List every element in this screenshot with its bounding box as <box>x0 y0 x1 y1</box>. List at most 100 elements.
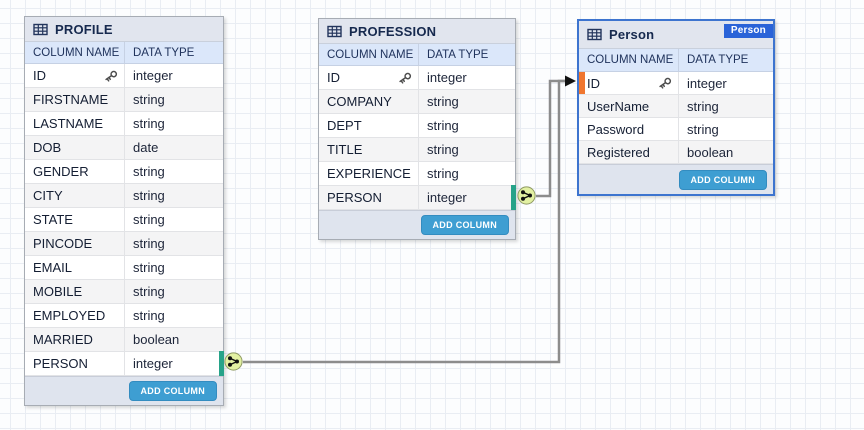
add-column-button[interactable]: ADD COLUMN <box>678 169 767 190</box>
table-row[interactable]: MARRIED boolean <box>25 328 223 352</box>
table-row[interactable]: UserName string <box>579 95 773 118</box>
data-type-cell: string <box>133 188 165 203</box>
table-header-profession[interactable]: PROFESSION <box>319 19 515 44</box>
data-type-header: DATA TYPE <box>427 48 489 61</box>
column-name: ID <box>587 75 600 91</box>
column-name: DEPT <box>327 118 362 133</box>
column-name-cell: EMPLOYED <box>25 304 125 327</box>
data-type-cell: string <box>133 164 165 179</box>
table-row[interactable]: ID integer <box>579 72 773 95</box>
table-row[interactable]: STATE string <box>25 208 223 232</box>
column-name: EXPERIENCE <box>327 166 411 181</box>
table-row[interactable]: Password string <box>579 118 773 141</box>
table-row[interactable]: DOB date <box>25 136 223 160</box>
add-column-button[interactable]: ADD COLUMN <box>420 215 509 235</box>
column-name-cell: CITY <box>25 184 125 207</box>
table-card-profile[interactable]: PROFILE COLUMN NAME DATA TYPE ID integer F… <box>24 16 224 406</box>
data-type-cell: boolean <box>687 144 734 160</box>
data-type-cell: integer <box>133 356 173 371</box>
table-row[interactable]: LASTNAME string <box>25 112 223 136</box>
column-name: DOB <box>33 140 62 155</box>
column-name-cell: Registered <box>579 141 679 163</box>
column-name: CITY <box>33 188 63 203</box>
column-name: COMPANY <box>327 94 392 109</box>
column-name: PERSON <box>33 356 88 371</box>
table-rows: ID integer COMPANY string DEPT string TITLE str… <box>319 66 516 210</box>
table-card-person[interactable]: Person Person COLUMN NAME DATA TYPE ID in… <box>577 19 775 196</box>
data-type-cell: integer <box>427 190 467 205</box>
table-row[interactable]: CITY string <box>25 184 223 208</box>
column-name: STATE <box>33 212 73 227</box>
relationship-line-profession-person <box>536 79 565 198</box>
table-row[interactable]: PERSON integer <box>319 185 516 210</box>
data-type-cell: string <box>133 212 165 227</box>
table-row[interactable]: ID integer <box>25 64 223 88</box>
column-name-header: COLUMN NAME <box>319 44 419 65</box>
data-type-cell: integer <box>687 75 727 91</box>
column-name-header: COLUMN NAME <box>579 49 679 71</box>
table-grid-icon <box>33 23 48 36</box>
column-name-cell: FIRSTNAME <box>25 88 125 111</box>
table-row[interactable]: ID integer <box>319 66 515 90</box>
column-name-cell: LASTNAME <box>25 112 125 135</box>
table-row[interactable]: PINCODE string <box>25 232 223 256</box>
columns-header: COLUMN NAME DATA TYPE <box>579 49 773 72</box>
column-name-cell: PERSON <box>25 352 125 375</box>
table-row[interactable]: EXPERIENCE string <box>319 162 515 186</box>
data-type-cell: boolean <box>133 332 180 347</box>
column-name-cell: ID <box>579 72 679 94</box>
table-header-person[interactable]: Person Person <box>579 21 773 49</box>
column-name-cell: MARRIED <box>25 328 125 351</box>
column-name-cell: STATE <box>25 208 125 231</box>
table-card-profession[interactable]: PROFESSION COLUMN NAME DATA TYPE ID integ… <box>318 18 516 240</box>
table-row[interactable]: EMAIL string <box>25 256 223 280</box>
column-name-cell: TITLE <box>319 138 419 161</box>
table-header-profile[interactable]: PROFILE <box>25 17 223 42</box>
table-row[interactable]: Registered boolean <box>579 141 773 164</box>
primary-key-icon <box>398 72 412 84</box>
relationship-arrowhead <box>565 75 576 87</box>
table-rows: ID integer FIRSTNAME string LASTNAME string DO… <box>25 64 224 376</box>
table-row[interactable]: GENDER string <box>25 160 223 184</box>
table-footer: ADD COLUMN <box>25 376 223 405</box>
relationship-node-icon[interactable] <box>517 186 536 205</box>
column-name-cell: UserName <box>579 95 679 117</box>
add-column-button[interactable]: ADD COLUMN <box>128 381 217 401</box>
data-type-cell: string <box>133 284 165 299</box>
table-row[interactable]: DEPT string <box>319 114 515 138</box>
table-row[interactable]: TITLE string <box>319 138 515 162</box>
column-name: TITLE <box>327 142 363 157</box>
data-type-cell: string <box>133 116 165 131</box>
table-footer: ADD COLUMN <box>319 210 515 239</box>
data-type-cell: integer <box>133 68 173 83</box>
table-row[interactable]: FIRSTNAME string <box>25 88 223 112</box>
data-type-header: DATA TYPE <box>687 54 749 66</box>
column-name: ID <box>327 70 340 85</box>
primary-key-icon <box>658 77 672 89</box>
table-row[interactable]: EMPLOYED string <box>25 304 223 328</box>
columns-header: COLUMN NAME DATA TYPE <box>25 42 223 64</box>
column-name-cell: DEPT <box>319 114 419 137</box>
relationship-source-bar[interactable] <box>219 351 224 376</box>
data-type-cell: string <box>427 118 459 133</box>
column-name: EMAIL <box>33 260 73 275</box>
relationship-node-icon[interactable] <box>224 352 243 371</box>
data-type-cell: string <box>427 94 459 109</box>
primary-key-icon <box>104 70 118 82</box>
column-name: EMPLOYED <box>33 308 106 323</box>
relationship-target-bar[interactable] <box>579 72 585 94</box>
column-name: ID <box>33 68 46 83</box>
column-name-cell: Password <box>579 118 679 140</box>
column-name-cell: PINCODE <box>25 232 125 255</box>
column-name-cell: ID <box>319 66 419 89</box>
data-type-cell: string <box>133 308 165 323</box>
table-row[interactable]: COMPANY string <box>319 90 515 114</box>
relationship-source-bar[interactable] <box>511 185 516 210</box>
column-name-cell: GENDER <box>25 160 125 183</box>
column-name: PERSON <box>327 190 382 205</box>
table-row[interactable]: MOBILE string <box>25 280 223 304</box>
table-badge: Person <box>723 24 773 38</box>
column-name-cell: EXPERIENCE <box>319 162 419 185</box>
table-row[interactable]: PERSON integer <box>25 351 224 376</box>
data-type-cell: string <box>427 166 459 181</box>
